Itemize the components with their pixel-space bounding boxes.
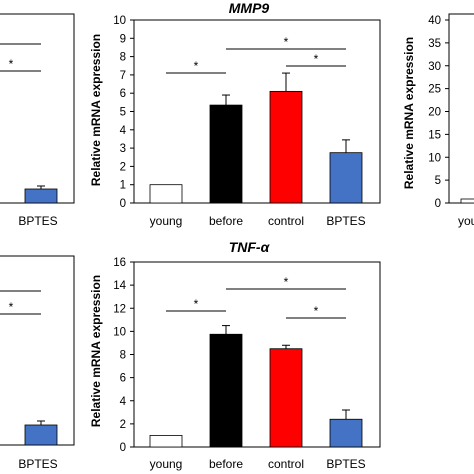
tnfa-ytick-label-5: 10: [113, 326, 126, 338]
mmp9-bar-young: [149, 184, 183, 204]
tnfa-ytick-label-3: 6: [120, 373, 126, 385]
mmp9-ytick-label-8: 8: [120, 52, 126, 64]
mmp9-cat-young: young: [150, 214, 183, 228]
tnfa-cat-control: control: [268, 457, 304, 471]
mmp9-sig-star-0: *: [194, 59, 199, 73]
partial-right-top-yticks: 0 5 10 15 20 25 30 35 40: [428, 15, 449, 210]
partial-right-top-ytick-label-1: 5: [435, 175, 441, 187]
mmp9-ytick-label-10: 10: [113, 15, 126, 27]
partial-right-top-bar-young: [460, 198, 474, 204]
mmp9-bars: [149, 72, 363, 204]
tnfa-significance: * * *: [166, 275, 346, 319]
partial-right-top-ytick-label-7: 35: [428, 38, 441, 50]
partial-left-bottom-sig-star: *: [9, 300, 14, 314]
partial-left-bottom-bar-bptes: [24, 424, 58, 446]
partial-right-top-ytick-label-3: 15: [428, 129, 441, 141]
mmp9-sig-star-1: *: [284, 35, 289, 49]
tnfa-ytick-label-0: 0: [120, 442, 126, 454]
mmp9-ytick-label-1: 1: [120, 180, 126, 192]
mmp9-bar-before: [209, 104, 243, 204]
partial-left-bottom-cat-bptes: BPTES: [18, 457, 57, 471]
mmp9-title: MMP9: [229, 0, 270, 16]
tnfa-cat-young: young: [150, 457, 183, 471]
tnfa-bar-before: [209, 333, 243, 448]
tnfa-ytick-label-6: 12: [113, 303, 126, 315]
mmp9-significance: * * *: [166, 35, 346, 74]
tnfa-ytick-label-8: 16: [113, 257, 126, 269]
mmp9-yticks: 0 1 2 3 4 5 6 7 8 9 10: [113, 15, 134, 210]
tnfa-bar-control: [269, 348, 303, 448]
tnfa-sig-star-0: *: [194, 297, 199, 311]
partial-right-top-frame: [448, 13, 474, 204]
mmp9-ytick-label-4: 4: [120, 125, 127, 137]
mmp9-ylabel: Relative mRNA expression: [89, 34, 103, 186]
tnfa-cat-before: before: [209, 457, 243, 471]
partial-right-top-ylabel: Relative mRNA expression: [402, 37, 416, 189]
mmp9-ytick-label-3: 3: [120, 143, 126, 155]
partial-right-top-ytick-label-0: 0: [435, 198, 441, 210]
mmp9-ytick-label-2: 2: [120, 161, 126, 173]
partial-right-top-cat-young: young: [458, 214, 474, 228]
partial-right-top-ytick-label-4: 20: [428, 107, 441, 119]
partial-left-bottom-frame: [0, 255, 75, 446]
mmp9-cat-bptes: BPTES: [326, 214, 365, 228]
partial-right-top-ytick-label-2: 10: [428, 152, 441, 164]
partial-left-bottom-panel: * BPTES: [0, 255, 75, 471]
tnfa-ytick-label-4: 8: [120, 350, 126, 362]
partial-right-top-panel: Relative mRNA expression 0 5 10 15 20 25 30 35 4…: [402, 13, 474, 228]
partial-right-top-ytick-label-6: 30: [428, 61, 441, 73]
mmp9-panel: MMP9 Relative mRNA expression 0 1 2 3 4 5 6 7 8 9…: [89, 0, 381, 228]
tnfa-sig-star-2: *: [314, 304, 319, 318]
partial-left-top-cat-bptes: BPTES: [18, 214, 57, 228]
mmp9-ytick-label-5: 5: [120, 107, 126, 119]
tnfa-panel: TNF-α Relative mRNA expression 0 2 4 6 8 10 12…: [89, 239, 381, 471]
mmp9-bar-control: [269, 90, 303, 204]
mmp9-ytick-label-9: 9: [120, 33, 126, 45]
mmp9-cat-control: control: [268, 214, 304, 228]
tnfa-ytick-label-1: 2: [120, 419, 126, 431]
tnfa-ytick-label-2: 4: [120, 396, 127, 408]
partial-left-top-panel: * BPTES: [0, 13, 75, 228]
mmp9-ytick-label-6: 6: [120, 88, 126, 100]
tnfa-ylabel: Relative mRNA expression: [89, 275, 103, 427]
tnfa-bar-bptes: [329, 418, 363, 448]
tnfa-cat-bptes: BPTES: [326, 457, 365, 471]
mmp9-sig-star-2: *: [314, 52, 319, 66]
mmp9-ytick-label-7: 7: [120, 70, 126, 82]
partial-right-top-ytick-label-8: 40: [428, 15, 441, 27]
tnfa-yticks: 0 2 4 6 8 10 12 14 16: [113, 257, 134, 454]
mmp9-bar-bptes: [329, 152, 363, 204]
partial-left-top-sig-star: *: [9, 57, 14, 71]
tnfa-sig-star-1: *: [284, 275, 289, 289]
tnfa-ytick-label-7: 14: [113, 280, 126, 292]
partial-right-top-ytick-label-5: 25: [428, 84, 441, 96]
partial-left-top-frame: [0, 13, 75, 204]
tnfa-bar-young: [149, 435, 183, 448]
tnfa-title: TNF-α: [229, 239, 271, 255]
mmp9-cat-before: before: [209, 214, 243, 228]
mmp9-ytick-label-0: 0: [120, 198, 126, 210]
partial-left-top-bar-bptes: [24, 188, 58, 204]
tnfa-bars: [149, 325, 363, 448]
